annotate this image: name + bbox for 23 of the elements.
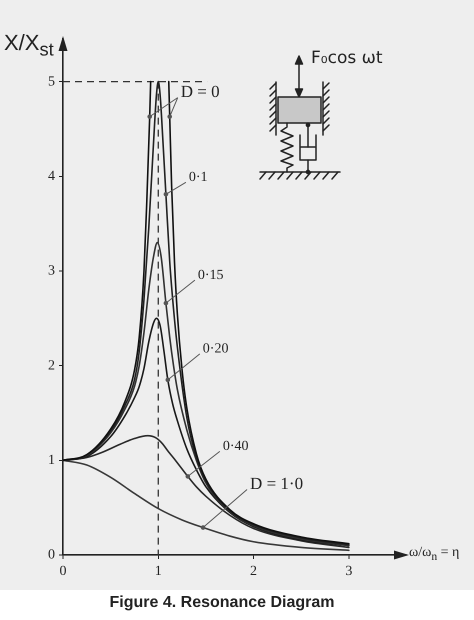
text: D = 1·0 bbox=[250, 474, 304, 494]
series-label: 0·1 bbox=[188, 170, 208, 185]
x-tick-label: 0 bbox=[60, 564, 66, 580]
x-axis-title: ω/ω$_{n}$ = η bbox=[409, 545, 460, 563]
y-tick-label: 4 bbox=[48, 168, 55, 184]
y-tick-label: 1 bbox=[48, 452, 55, 468]
y-tick-label: 5 bbox=[48, 74, 55, 90]
x-tick-label: 2 bbox=[250, 564, 258, 580]
x-tick-label: 3 bbox=[345, 564, 352, 580]
text: 0·15 bbox=[198, 268, 224, 283]
point bbox=[200, 525, 206, 530]
annotation: F₀cos ωt bbox=[311, 48, 383, 68]
text: 0·20 bbox=[202, 342, 228, 357]
point bbox=[164, 300, 168, 306]
point bbox=[186, 474, 190, 479]
y-tick-label: 2 bbox=[48, 358, 55, 374]
y-axis-title: X/X$_{st}$ bbox=[4, 30, 54, 60]
y-tick-label: 0 bbox=[48, 548, 55, 563]
y-tick-label: 3 bbox=[48, 264, 55, 279]
text: 0·40 bbox=[222, 439, 248, 454]
x-tick-label: 1 bbox=[154, 564, 162, 580]
text: Figure 4. Resonance Diagram bbox=[108, 594, 336, 612]
series-label: D = 0 bbox=[180, 82, 220, 102]
